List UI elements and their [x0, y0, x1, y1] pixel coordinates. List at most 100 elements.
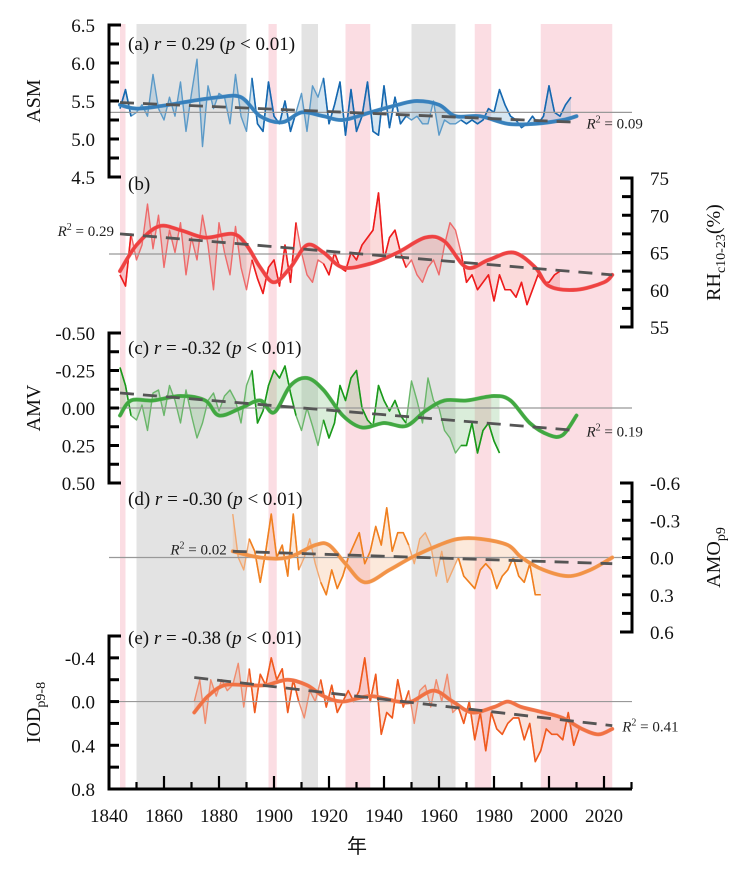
r-value: = 0.19 [601, 425, 643, 441]
axis-title-subscript: c10-23 [714, 234, 729, 273]
panel-b-r-squared-label: R2 = 0.29 [57, 222, 114, 240]
r-symbol: R [586, 425, 596, 441]
stat-text: = -0.38 ( [161, 628, 232, 649]
panel-b-label: (b) [128, 174, 150, 195]
r-superscript: 2 [180, 540, 185, 551]
stat-text: < 0.01) [242, 628, 302, 649]
panel-b-trend-line [119, 232, 613, 277]
panel-b-y-tick-label: 65 [650, 244, 669, 265]
panel-b-y-axis-title: RHc10-23(%) [703, 204, 729, 301]
panel-b-raw-series-segment [322, 192, 407, 276]
stat-symbol: r [154, 338, 162, 359]
panel-a-y-tick-label: 4.5 [71, 168, 95, 189]
x-tick-label: 2000 [530, 806, 568, 827]
panel-c-y-axis-title: AMV [23, 384, 45, 431]
r-value: = 0.02 [185, 542, 227, 558]
highlight-bands [120, 24, 613, 789]
axis-title-subscript: p9-8 [34, 682, 49, 708]
panel-a-label: (a) r = 0.29 (p < 0.01) [128, 34, 295, 55]
panel-c-label: (c) r = -0.32 (p < 0.01) [128, 338, 301, 359]
r-symbol: R [169, 542, 179, 558]
panel-a-r-squared-label: R2 = 0.09 [586, 114, 643, 132]
panel-c-raw-series-segment [119, 367, 132, 416]
panel-d-y-axis-title: AMOp9 [703, 527, 729, 588]
stat-text: (d) [128, 489, 155, 510]
x-tick-label: 1860 [145, 806, 183, 827]
r-superscript: 2 [631, 718, 636, 729]
panel-c-y-tick-label: 0.50 [62, 474, 95, 495]
r-symbol: R [57, 224, 67, 240]
panel-b-y-tick-label: 60 [650, 281, 669, 302]
x-tick-label: 1920 [310, 806, 348, 827]
panel-a-y-tick-label: 6.5 [71, 16, 95, 37]
panel-c-raw-series-segment [461, 422, 501, 454]
panel-a-y-tick-label: 5.5 [71, 92, 95, 113]
panel-d-raw-series-segment [320, 507, 410, 596]
band-pink-0 [120, 24, 126, 789]
panel-e-y-axis-title: IODp9-8 [23, 682, 49, 743]
panel-e-y-tick-label: -0.4 [65, 649, 96, 670]
axis-title-main: IOD [23, 708, 45, 744]
panel-d-y-tick-label: 0.0 [650, 549, 674, 570]
panel-a-y-axis-title: ASM [23, 79, 45, 123]
x-axis: 1840 1860 1880 1900 1920 1940 1960 1980 2000 2020 [90, 776, 633, 827]
panel-c: -0.50 -0.25 0.00 0.25 0.50 AMV (c) r = -0.32 (… [23, 324, 643, 495]
stat-text: (e) [128, 628, 154, 649]
band-pink-7 [540, 24, 613, 789]
panel-d-y-tick-label: -0.6 [650, 474, 680, 495]
panel-d-smoothed-series-overlay [231, 536, 614, 584]
panel-d-y-tick-label: -0.3 [650, 511, 680, 532]
panel-e-trend-line [194, 676, 613, 728]
stat-symbol: p [224, 34, 236, 55]
panel-b-y-tick-label: 75 [650, 169, 669, 190]
panel-e-raw-series-segment [319, 657, 410, 736]
axis-title-subscript: p9 [714, 527, 729, 541]
band-gray-1 [136, 24, 247, 789]
r-superscript: 2 [67, 222, 72, 233]
panel-d-y-tick-label: 0.6 [650, 623, 674, 644]
panel-d-r-squared-label: R2 = 0.02 [169, 540, 226, 558]
panel-e-raw-series-segment [248, 657, 300, 714]
panel-d-raw-series-segment [248, 513, 300, 584]
panel-c-r-squared-label: R2 = 0.19 [586, 423, 643, 441]
x-tick-label: 1900 [255, 806, 293, 827]
panel-a-trend-line [119, 101, 577, 124]
panel-d-y-tick-label: 0.3 [650, 586, 674, 607]
r-value: = 0.41 [636, 720, 678, 736]
stat-text: = -0.32 ( [161, 338, 232, 359]
panel-a-smoothed-series-overlay [118, 94, 579, 127]
stat-text: (b) [128, 174, 150, 195]
panel-b-raw-series-segment [119, 233, 132, 287]
stat-symbol: r [154, 628, 162, 649]
panel-b-y-tick-label: 55 [650, 318, 669, 339]
stat-symbol: p [231, 489, 243, 510]
stat-symbol: r [155, 489, 163, 510]
panel-e-y-tick-label: 0.8 [71, 780, 95, 801]
stat-text: (c) [128, 338, 154, 359]
panel-c-y-tick-label: -0.25 [55, 362, 95, 383]
panel-c-raw-series-segment [322, 369, 407, 439]
x-tick-label: 1980 [475, 806, 513, 827]
stat-text: = 0.29 ( [161, 34, 226, 55]
panel-c-y-tick-label: 0.25 [62, 437, 95, 458]
x-tick-label: 1840 [90, 806, 128, 827]
panel-d: -0.6 -0.3 0.0 0.3 0.6 AMOp9 (d) r = -0.30 (p <… [109, 474, 729, 644]
panel-c-y-tick-label: 0.00 [62, 399, 95, 420]
panel-d-deviation-fill [232, 507, 541, 595]
axis-title-main: RH [703, 273, 725, 301]
axis-title-suffix: (%) [703, 204, 725, 234]
x-tick-label: 1880 [200, 806, 238, 827]
band-pink-4 [345, 24, 371, 789]
panel-b: 75 70 65 60 55 RHc10-23(%) (b) R2 = 0.29 [57, 169, 729, 339]
panel-a: 6.5 6.0 5.5 5.0 4.5 ASM (a) r = 0.29 (p < 0.01… [23, 16, 643, 189]
r-symbol: R [621, 720, 631, 736]
r-value: = 0.29 [72, 224, 114, 240]
panel-d-label: (d) r = -0.30 (p < 0.01) [128, 489, 302, 510]
panel-c-raw-series-segment [251, 365, 297, 424]
r-superscript: 2 [596, 114, 601, 125]
panel-c-y-tick-label: -0.50 [55, 324, 95, 345]
stat-text: < 0.01) [242, 338, 302, 359]
panel-e-r-squared-label: R2 = 0.41 [621, 718, 678, 736]
